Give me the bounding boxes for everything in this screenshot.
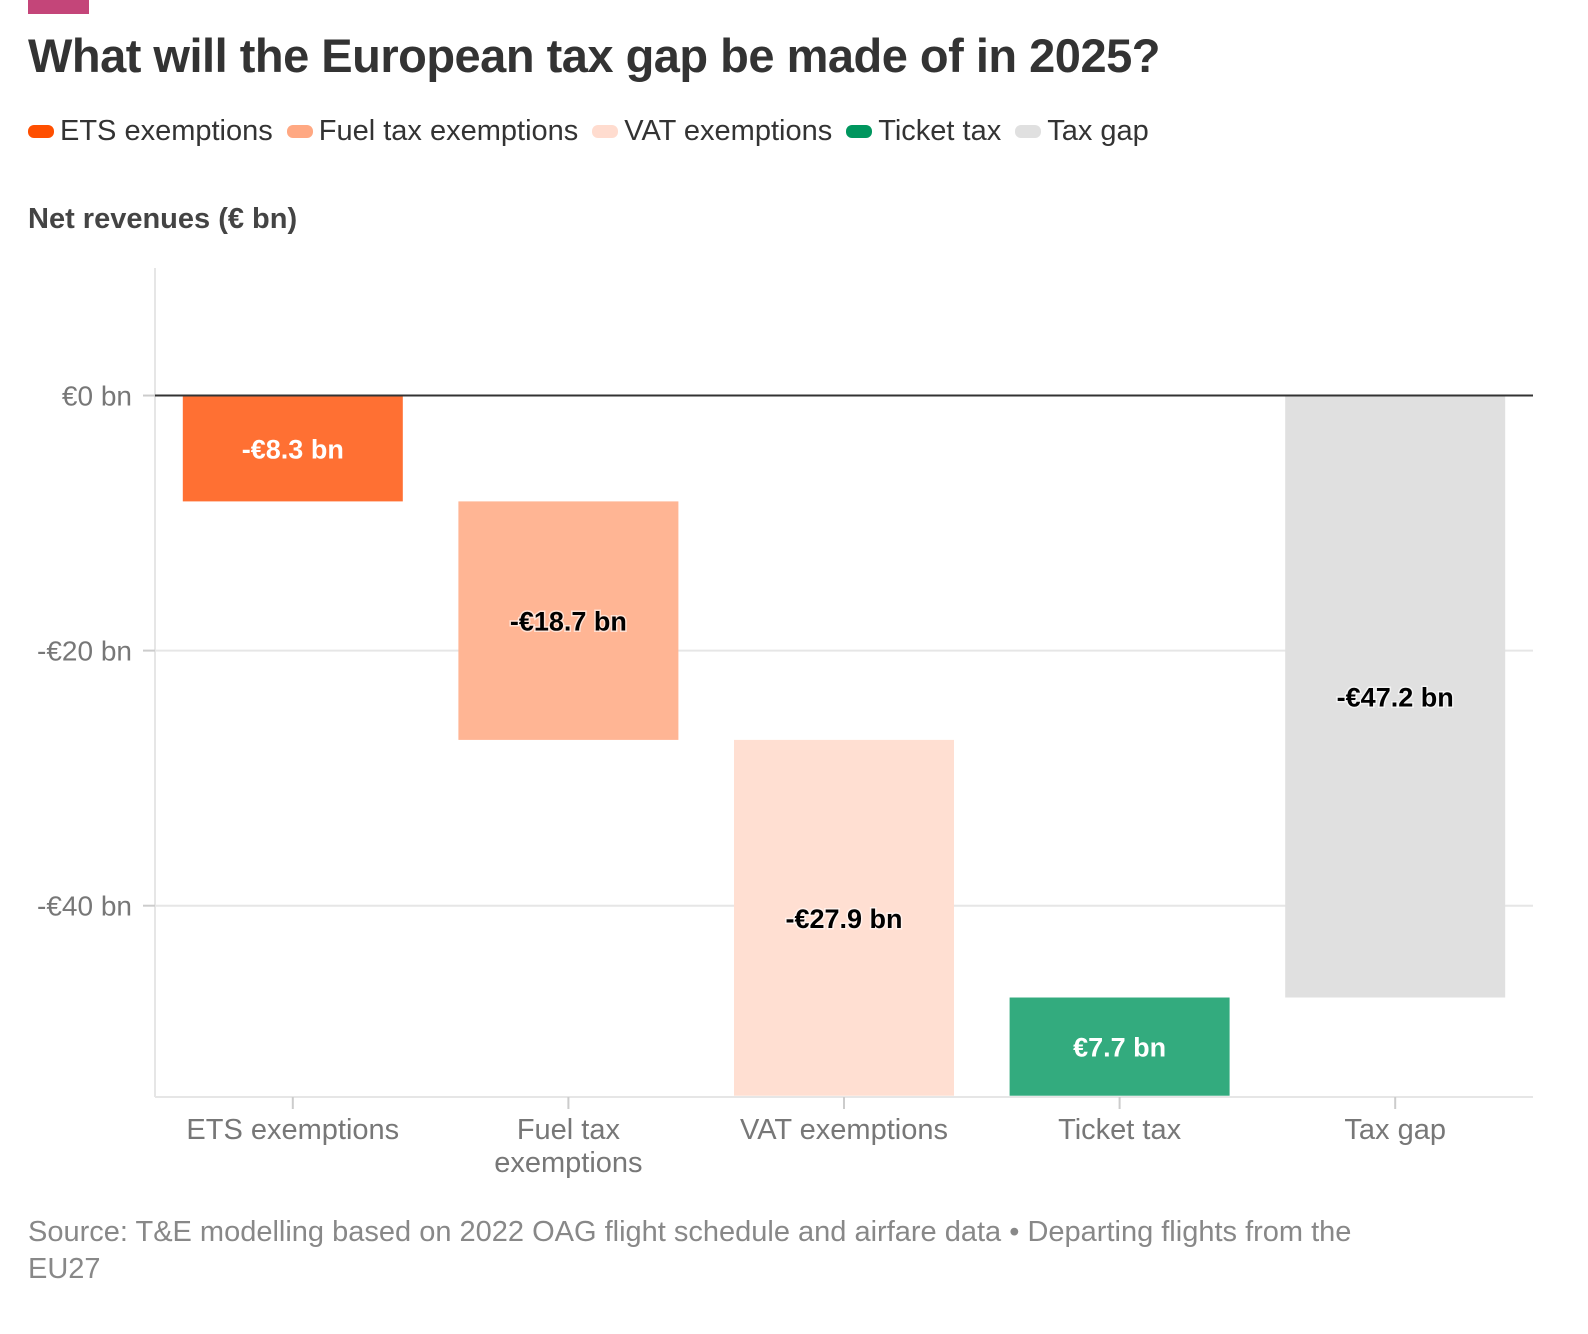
legend-item: ETS exemptions (28, 115, 273, 148)
legend-swatch (592, 125, 619, 138)
source-note: Source: T&E modelling based on 2022 OAG … (28, 1216, 1352, 1285)
legend-item: Fuel tax exemptions (286, 115, 579, 148)
data-label: -€27.9 bn (785, 904, 902, 934)
y-tick-label: €0 bn (62, 381, 132, 412)
x-tick-label: VAT exemptions (740, 1114, 948, 1146)
legend-swatch (28, 125, 54, 138)
x-tick-label: ETS exemptions (186, 1114, 399, 1146)
legend-label: VAT exemptions (624, 115, 833, 147)
legend-item: VAT exemptions (592, 115, 832, 148)
legend-item: Ticket tax (846, 115, 1001, 148)
data-label: -€47.2 bn (1337, 683, 1454, 713)
data-label: -€8.3 bn (242, 434, 344, 464)
bar-vat-exemptions (734, 739, 954, 1096)
bar-ticket-tax (1009, 997, 1230, 1096)
legend-item: Tax gap (1015, 115, 1149, 148)
legend-swatch (286, 125, 313, 138)
y-tick-label: -€20 bn (37, 636, 132, 667)
bar-fuel-tax-exemptions (458, 501, 679, 740)
x-tick-label: Ticket tax (1058, 1114, 1182, 1146)
x-tick-label: exemptions (494, 1147, 642, 1179)
data-label: €7.7 bn (1073, 1033, 1166, 1063)
chart-title: What will the European tax gap be made o… (28, 29, 1160, 82)
bar-ets-exemptions (182, 395, 403, 502)
legend-swatch (1015, 125, 1042, 138)
accent-bar (28, 0, 89, 14)
legend-label: ETS exemptions (60, 115, 273, 147)
legend-label: Fuel tax exemptions (318, 115, 579, 147)
legend-label: Tax gap (1047, 115, 1149, 147)
x-tick-label: Fuel tax (517, 1114, 621, 1146)
x-tick-label: Tax gap (1344, 1114, 1446, 1146)
y-axis-label: Net revenues (€ bn) (28, 203, 298, 235)
bar-tax-gap (1285, 395, 1506, 998)
legend: ETS exemptions Fuel tax exemptions VAT exe… (28, 115, 1163, 148)
y-tick-label: -€40 bn (37, 891, 132, 922)
legend-label: Ticket tax (878, 115, 1002, 147)
data-label: -€18.7 bn (510, 607, 627, 637)
legend-swatch (846, 125, 873, 138)
